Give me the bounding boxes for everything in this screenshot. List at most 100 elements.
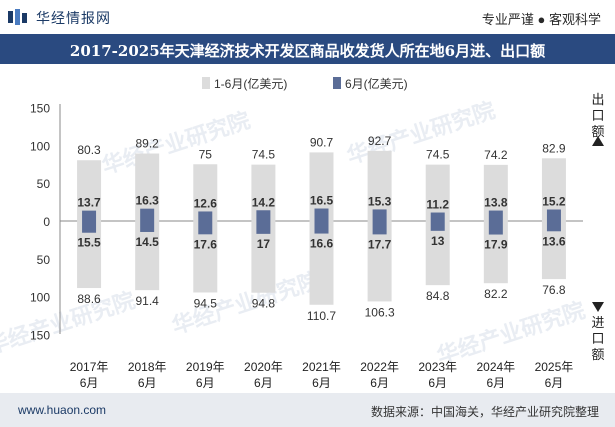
data-label-import-ytd: 88.6 xyxy=(77,292,101,306)
side-label-export-char: 额 xyxy=(591,124,604,139)
data-label-export-month: 16.5 xyxy=(310,194,334,208)
data-label-import-ytd: 82.2 xyxy=(484,287,508,301)
bar-export-month xyxy=(314,208,329,221)
data-label-export-month: 15.3 xyxy=(368,194,392,208)
data-label-export-ytd: 74.5 xyxy=(426,148,450,162)
y-tick-label: 50 xyxy=(37,177,51,191)
data-label-import-month: 17.6 xyxy=(194,237,218,251)
side-label-import-char: 额 xyxy=(591,347,604,362)
data-label-export-month: 16.3 xyxy=(135,194,159,208)
chart-title: 2017-2025年天津经济技术开发区商品收发货人所在地6月进、出口额 xyxy=(69,42,546,60)
data-label-import-ytd: 94.5 xyxy=(194,296,218,310)
bar-export-month xyxy=(140,208,155,221)
x-tick-label-year: 2021年 xyxy=(302,360,341,374)
legend-swatch-month xyxy=(333,77,341,89)
huajing-logo-icon xyxy=(8,9,27,25)
y-tick-label: 0 xyxy=(43,215,50,229)
header-bar: 华经情报网 专业严谨 ● 客观科学 xyxy=(0,0,615,34)
bar-export-ytd xyxy=(367,150,392,221)
legend-label-ytd: 1-6月(亿美元) xyxy=(214,76,287,91)
bar-import-month xyxy=(198,221,213,235)
x-tick-label-year: 2017年 xyxy=(70,360,109,374)
tagline: 专业严谨 ● 客观科学 xyxy=(481,12,601,27)
x-tick-label-month: 6月 xyxy=(486,376,505,390)
bars-layer: 80.3 88.6 13.7 15.5 89.2 91.4 16.3 14.5 75 94.5 12… xyxy=(77,134,566,323)
bar-import-month xyxy=(314,221,329,234)
y-tick-label: 100 xyxy=(30,139,50,153)
side-label-export-char: 口 xyxy=(591,108,604,123)
x-tick-label-month: 6月 xyxy=(545,376,564,390)
watermark-text: 华经产业研究院 xyxy=(99,107,253,178)
bar-import-ytd xyxy=(425,221,450,286)
data-label-export-month: 13.7 xyxy=(77,196,101,210)
data-label-export-month: 11.2 xyxy=(426,198,449,212)
x-tick-label-year: 2023年 xyxy=(418,360,457,374)
bar-export-month xyxy=(430,212,445,221)
bar-import-month xyxy=(488,221,503,235)
bar-export-month xyxy=(82,210,97,221)
x-tick-labels: 2017年 6月 2018年 6月 2019年 6月 2020年 6月 2021年 6月 2022年… xyxy=(70,360,574,390)
bar-import-month xyxy=(256,221,271,234)
data-label-export-ytd: 74.5 xyxy=(252,148,276,162)
side-label-export-char: 出 xyxy=(591,92,604,107)
bar-import-month xyxy=(372,221,387,235)
x-tick-label-month: 6月 xyxy=(370,376,389,390)
side-label-import-char: 进 xyxy=(591,315,604,330)
data-label-import-month: 15.5 xyxy=(77,236,101,250)
legend: 1-6月(亿美元) 6月(亿美元) xyxy=(202,76,408,91)
bar-import-ytd xyxy=(309,221,334,305)
data-label-import-ytd: 84.8 xyxy=(426,289,450,303)
x-tick-label-month: 6月 xyxy=(312,376,331,390)
data-label-import-ytd: 76.8 xyxy=(542,283,566,297)
brand-name: 华经情报网 xyxy=(36,10,111,26)
footer-bar: www.huaon.com 数据来源：中国海关，华经产业研究院整理 xyxy=(0,393,615,427)
x-tick-label-month: 6月 xyxy=(80,376,99,390)
footer-url: www.huaon.com xyxy=(18,403,107,417)
y-tick-label: 100 xyxy=(30,291,50,305)
y-tick-label: 50 xyxy=(37,253,51,267)
bar-import-month xyxy=(430,221,445,231)
footer-source: 数据来源：中国海关，华经产业研究院整理 xyxy=(370,405,599,419)
y-tick-label: 150 xyxy=(30,328,50,342)
bar-import-ytd xyxy=(367,221,392,302)
data-label-export-month: 12.6 xyxy=(194,196,218,210)
data-label-export-ytd: 80.3 xyxy=(77,143,101,157)
x-tick-label-year: 2025年 xyxy=(535,360,574,374)
x-tick-label-year: 2022年 xyxy=(360,360,399,374)
bar-import-ytd xyxy=(135,221,160,291)
x-tick-label-year: 2018年 xyxy=(128,360,167,374)
up-arrow-icon xyxy=(592,136,604,146)
data-label-import-month: 13.6 xyxy=(542,234,566,248)
data-label-export-month: 14.2 xyxy=(252,195,276,209)
bar-export-month xyxy=(546,209,561,221)
data-label-import-ytd: 91.4 xyxy=(135,294,159,308)
bar-export-month xyxy=(372,209,387,221)
bar-import-month xyxy=(140,221,155,232)
x-tick-label-year: 2020年 xyxy=(244,360,283,374)
side-label-import-char: 口 xyxy=(591,331,604,346)
data-label-import-month: 14.5 xyxy=(135,235,159,249)
x-tick-label-year: 2019年 xyxy=(186,360,225,374)
y-tick-labels: 150 100 50 0 50 100 150 xyxy=(30,102,50,343)
data-label-export-ytd: 92.7 xyxy=(368,134,392,148)
bar-export-month xyxy=(256,210,271,221)
x-tick-label-year: 2024年 xyxy=(476,360,515,374)
bar-export-ytd xyxy=(425,164,450,221)
data-label-export-month: 15.2 xyxy=(542,194,566,208)
y-tick-label: 150 xyxy=(30,102,50,116)
data-label-export-ytd: 89.2 xyxy=(135,137,159,151)
data-label-import-ytd: 110.7 xyxy=(307,309,336,323)
data-label-import-ytd: 94.8 xyxy=(252,297,276,311)
data-label-export-ytd: 82.9 xyxy=(542,141,566,155)
data-label-export-ytd: 74.2 xyxy=(484,148,508,162)
data-label-import-ytd: 106.3 xyxy=(365,305,395,319)
legend-swatch-ytd xyxy=(202,77,210,89)
x-tick-label-month: 6月 xyxy=(138,376,157,390)
x-tick-label-month: 6月 xyxy=(254,376,273,390)
down-arrow-icon xyxy=(592,302,604,312)
bar-export-month xyxy=(488,210,503,221)
data-label-export-month: 13.8 xyxy=(484,196,508,210)
bar-import-month xyxy=(546,221,561,232)
